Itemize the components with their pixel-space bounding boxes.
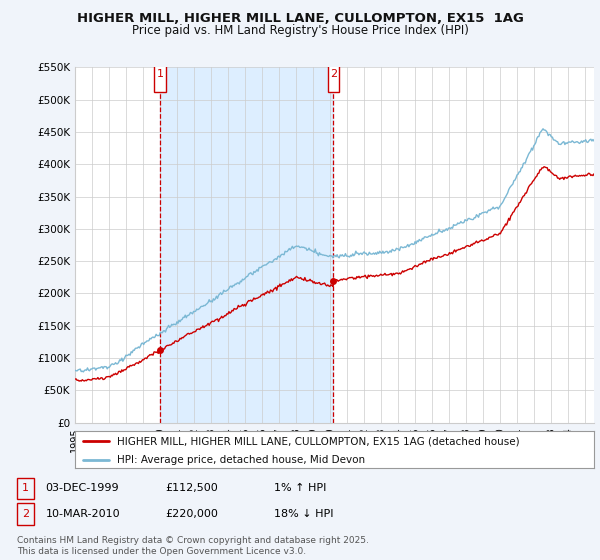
Text: 1% ↑ HPI: 1% ↑ HPI xyxy=(274,483,326,493)
Text: £112,500: £112,500 xyxy=(166,483,218,493)
Text: £220,000: £220,000 xyxy=(166,509,218,519)
Text: 03-DEC-1999: 03-DEC-1999 xyxy=(46,483,119,493)
Text: 2: 2 xyxy=(22,509,29,519)
Text: HIGHER MILL, HIGHER MILL LANE, CULLOMPTON, EX15 1AG (detached house): HIGHER MILL, HIGHER MILL LANE, CULLOMPTO… xyxy=(116,436,519,446)
Text: 10-MAR-2010: 10-MAR-2010 xyxy=(46,509,120,519)
Text: Contains HM Land Registry data © Crown copyright and database right 2025.
This d: Contains HM Land Registry data © Crown c… xyxy=(17,536,368,556)
Text: 1: 1 xyxy=(22,483,29,493)
Text: HPI: Average price, detached house, Mid Devon: HPI: Average price, detached house, Mid … xyxy=(116,455,365,465)
Text: 18% ↓ HPI: 18% ↓ HPI xyxy=(274,509,333,519)
Bar xyxy=(160,67,334,423)
Text: HIGHER MILL, HIGHER MILL LANE, CULLOMPTON, EX15  1AG: HIGHER MILL, HIGHER MILL LANE, CULLOMPTO… xyxy=(77,12,523,25)
Text: 1: 1 xyxy=(157,69,164,80)
FancyBboxPatch shape xyxy=(154,57,166,92)
Text: Price paid vs. HM Land Registry's House Price Index (HPI): Price paid vs. HM Land Registry's House … xyxy=(131,24,469,36)
FancyBboxPatch shape xyxy=(328,57,340,92)
Text: 2: 2 xyxy=(330,69,337,80)
